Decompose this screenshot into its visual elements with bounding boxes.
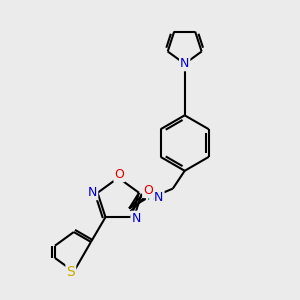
Text: O: O (143, 184, 153, 197)
Text: H: H (147, 192, 155, 202)
Text: S: S (66, 265, 75, 279)
Text: N: N (88, 186, 97, 199)
Text: N: N (180, 57, 189, 70)
Text: N: N (131, 212, 141, 225)
Text: N: N (154, 191, 164, 204)
Text: O: O (114, 168, 124, 181)
